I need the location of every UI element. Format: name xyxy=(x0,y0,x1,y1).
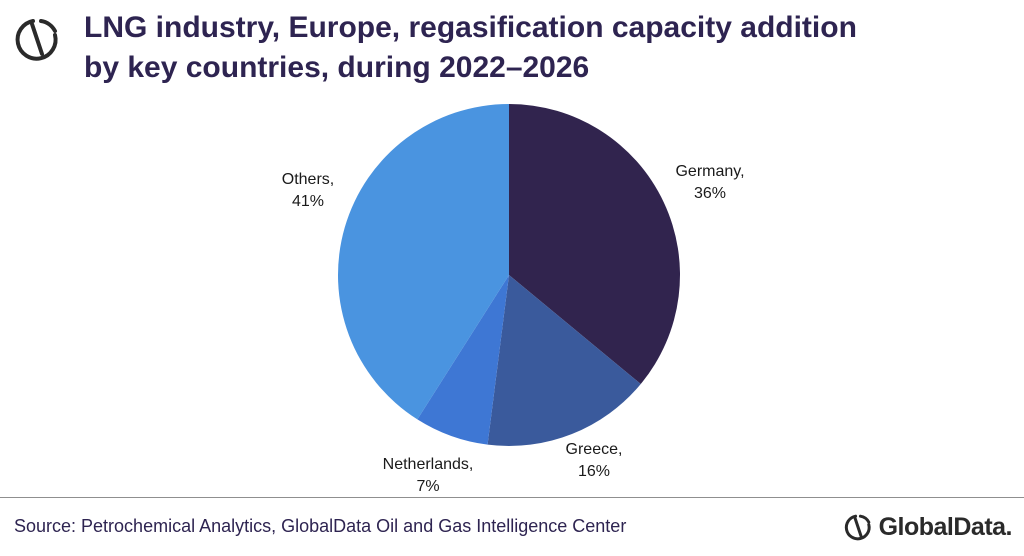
pie-labels: Germany, 36% Greece, 16% Netherlands, 7%… xyxy=(282,163,745,495)
slice-label-greece: Greece, xyxy=(566,441,623,458)
footer-divider xyxy=(0,497,1024,498)
slice-label-netherlands: Netherlands, xyxy=(383,456,474,473)
chart-title: LNG industry, Europe, regasification cap… xyxy=(84,8,984,88)
slice-value-others: 41% xyxy=(292,193,324,210)
slice-label-germany: Germany, xyxy=(675,163,744,180)
pie-slice-netherlands xyxy=(417,275,509,445)
globaldata-logo-icon xyxy=(844,514,871,541)
brand-name: GlobalData. xyxy=(878,512,1013,541)
brand-logo: GlobalData. xyxy=(843,509,1013,545)
slice-value-greece: 16% xyxy=(578,463,610,480)
pie-slice-greece xyxy=(487,275,641,446)
pie-slices xyxy=(338,104,680,446)
chart-title-line-1: LNG industry, Europe, regasification cap… xyxy=(84,11,857,44)
pie-slice-germany xyxy=(509,104,680,384)
source-note: Source: Petrochemical Analytics, GlobalD… xyxy=(14,516,627,536)
slice-label-others: Others, xyxy=(282,171,334,188)
slice-value-netherlands: 7% xyxy=(416,478,439,495)
globaldata-logo-icon xyxy=(15,19,58,61)
slice-value-germany: 36% xyxy=(694,185,726,202)
pie-slice-others xyxy=(338,104,509,420)
chart-title-line-2: by key countries, during 2022–2026 xyxy=(84,51,590,84)
